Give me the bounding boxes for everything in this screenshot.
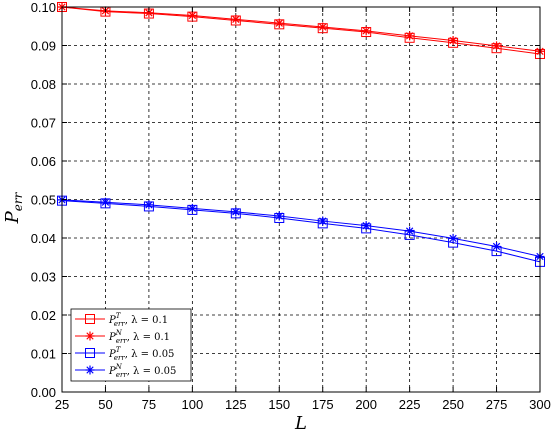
y-axis-title: Perr	[2, 191, 25, 224]
legend-label-sup: T	[116, 312, 122, 320]
legend-label: PN err, λ = 0.05	[108, 363, 176, 379]
x-tick-label: 125	[225, 397, 247, 412]
marker-square	[85, 348, 95, 358]
marker-square	[85, 314, 95, 324]
series-1	[57, 2, 545, 59]
legend: PT err, λ = 0.1PN err, λ = 0.1PT err, λ = 0…	[70, 308, 192, 382]
series-4	[57, 195, 545, 261]
legend-label-sub: err	[114, 320, 125, 328]
marker-star	[405, 31, 415, 41]
y-tick-label: 0.01	[31, 347, 56, 362]
series-line	[61, 199, 541, 257]
y-tick-label: 0.08	[31, 77, 56, 92]
series-line	[61, 6, 541, 52]
x-tick-label: 75	[142, 397, 156, 412]
legend-label-sub: err	[116, 371, 127, 379]
y-tick-label: 0.05	[31, 193, 56, 208]
marker-star	[274, 18, 284, 28]
legend-label-sup: T	[116, 346, 122, 354]
marker-star	[448, 233, 458, 243]
legend-entry: PT err, λ = 0.1	[75, 312, 168, 328]
x-tick-label: 175	[312, 397, 334, 412]
x-tick-label: 200	[355, 397, 377, 412]
legend-label-base: P	[108, 366, 116, 377]
legend-label-sub: err	[116, 337, 127, 345]
x-tick-label: 25	[55, 397, 69, 412]
series-line	[61, 200, 541, 263]
legend-entry: PN err, λ = 0.1	[75, 329, 170, 345]
marker-star	[85, 365, 95, 375]
marker-star	[318, 216, 328, 226]
x-tick-label: 50	[98, 397, 112, 412]
legend-entry: PN err, λ = 0.05	[75, 363, 176, 379]
y-tick-label: 0.02	[31, 308, 56, 323]
y-axis-title-sub: err	[11, 191, 25, 211]
legend-label: PT err, λ = 0.05	[108, 346, 174, 362]
y-tick-label: 0.09	[31, 39, 56, 54]
legend-entry: PT err, λ = 0.05	[75, 346, 174, 362]
legend-label-rest: , λ = 0.1	[127, 332, 170, 343]
x-tick-label: 225	[399, 397, 421, 412]
legend-label-base: P	[108, 315, 116, 326]
marker-star	[187, 203, 197, 213]
marker-star	[187, 10, 197, 20]
marker-star	[492, 241, 502, 251]
legend-label-base: P	[108, 332, 116, 343]
marker-star	[405, 226, 415, 236]
marker-star	[274, 211, 284, 221]
marker-star	[361, 26, 371, 36]
y-tick-label: 0.07	[31, 116, 56, 131]
series-line	[61, 6, 541, 55]
grid	[62, 7, 540, 392]
marker-star	[144, 200, 154, 210]
y-tick-label: 0.06	[31, 154, 56, 169]
y-tick-label: 0.10	[31, 0, 56, 15]
marker-star	[231, 207, 241, 217]
y-tick-labels: 0.00 0.01 0.02 0.03 0.04 0.05 0.06 0.07 0.08 0.09…	[31, 0, 56, 400]
legend-label-sup: N	[115, 329, 123, 337]
x-tick-label: 300	[529, 397, 551, 412]
y-axis-title-base: P	[2, 210, 23, 224]
series-2	[57, 2, 545, 56]
marker-star	[100, 197, 110, 207]
marker-star	[448, 35, 458, 45]
legend-label-sup: N	[115, 363, 123, 371]
marker-star	[361, 221, 371, 231]
legend-label: PT err, λ = 0.1	[108, 312, 168, 328]
marker-star	[318, 22, 328, 32]
marker-star	[85, 331, 95, 341]
y-tick-label: 0.00	[31, 385, 56, 400]
legend-label-rest: , λ = 0.05	[127, 366, 177, 377]
ticks	[61, 6, 541, 393]
legend-label-rest: , λ = 0.05	[125, 349, 175, 360]
legend-label-sub: err	[114, 354, 125, 362]
x-axis-title: L	[294, 413, 307, 434]
x-tick-labels: 25 50 75 100 125 150 175 200 225 250 275 300	[55, 397, 551, 412]
series-layer	[57, 2, 545, 267]
y-tick-label: 0.04	[31, 231, 56, 246]
marker-star	[144, 8, 154, 18]
y-tick-label: 0.03	[31, 270, 56, 285]
x-tick-label: 275	[486, 397, 508, 412]
x-tick-label: 100	[182, 397, 204, 412]
legend-label: PN err, λ = 0.1	[108, 329, 170, 345]
x-tick-label: 150	[268, 397, 290, 412]
x-tick-label: 250	[442, 397, 464, 412]
legend-label-base: P	[108, 349, 116, 360]
series-3	[57, 195, 545, 267]
marker-star	[492, 41, 502, 51]
marker-star	[231, 14, 241, 24]
legend-label-rest: , λ = 0.1	[125, 315, 168, 326]
